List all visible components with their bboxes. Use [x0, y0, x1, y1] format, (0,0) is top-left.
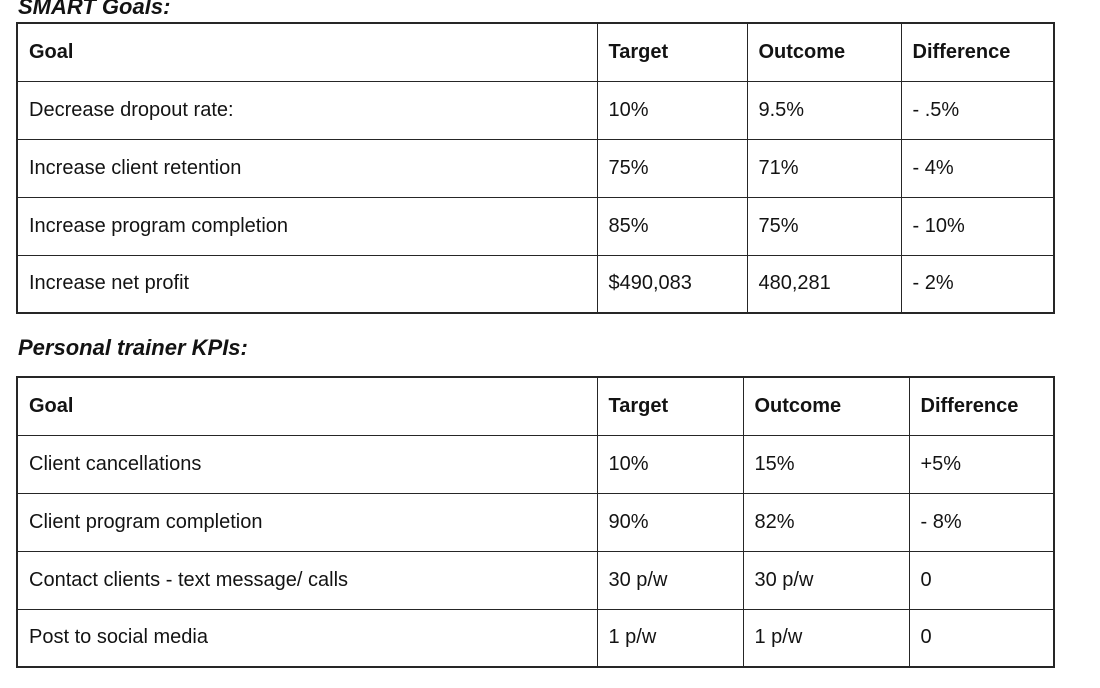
- difference-cell: - 8%: [908, 492, 1055, 552]
- table-row: Increase program completion 85% 75% - 10…: [16, 196, 1055, 256]
- outcome-cell: 71%: [746, 138, 902, 198]
- difference-cell: +5%: [908, 434, 1055, 494]
- goal-cell: Decrease dropout rate:: [16, 80, 598, 140]
- column-header-difference: Difference: [900, 22, 1055, 82]
- column-header-outcome: Outcome: [746, 22, 902, 82]
- table-row: Increase client retention 75% 71% - 4%: [16, 138, 1055, 198]
- target-cell: 90%: [596, 492, 744, 552]
- target-cell: $490,083: [596, 254, 748, 314]
- target-cell: 10%: [596, 80, 748, 140]
- difference-cell: - 10%: [900, 196, 1055, 256]
- outcome-cell: 480,281: [746, 254, 902, 314]
- table-row: Contact clients - text message/ calls 30…: [16, 550, 1055, 610]
- outcome-cell: 9.5%: [746, 80, 902, 140]
- header-row: Goal Target Outcome Difference: [16, 376, 1055, 436]
- column-header-target: Target: [596, 376, 744, 436]
- goal-cell: Client program completion: [16, 492, 598, 552]
- goal-cell: Increase program completion: [16, 196, 598, 256]
- outcome-cell: 30 p/w: [742, 550, 910, 610]
- column-header-goal: Goal: [16, 22, 598, 82]
- document-page: SMART Goals: Goal Target Outcome Differe…: [16, 0, 1055, 668]
- target-cell: 85%: [596, 196, 748, 256]
- column-header-goal: Goal: [16, 376, 598, 436]
- outcome-cell: 1 p/w: [742, 608, 910, 668]
- personal-trainer-kpis-table: Goal Target Outcome Difference Client ca…: [16, 376, 1055, 668]
- difference-cell: 0: [908, 550, 1055, 610]
- target-cell: 10%: [596, 434, 744, 494]
- target-cell: 1 p/w: [596, 608, 744, 668]
- table-row: Client program completion 90% 82% - 8%: [16, 492, 1055, 552]
- difference-cell: - .5%: [900, 80, 1055, 140]
- table-row: Increase net profit $490,083 480,281 - 2…: [16, 254, 1055, 314]
- difference-cell: - 2%: [900, 254, 1055, 314]
- difference-cell: 0: [908, 608, 1055, 668]
- header-row: Goal Target Outcome Difference: [16, 22, 1055, 82]
- outcome-cell: 82%: [742, 492, 910, 552]
- table-row: Client cancellations 10% 15% +5%: [16, 434, 1055, 494]
- outcome-cell: 75%: [746, 196, 902, 256]
- smart-goals-table: Goal Target Outcome Difference Decrease …: [16, 22, 1055, 314]
- table-row: Decrease dropout rate: 10% 9.5% - .5%: [16, 80, 1055, 140]
- goal-cell: Client cancellations: [16, 434, 598, 494]
- goal-cell: Increase net profit: [16, 254, 598, 314]
- goal-cell: Contact clients - text message/ calls: [16, 550, 598, 610]
- column-header-target: Target: [596, 22, 748, 82]
- table-row: Post to social media 1 p/w 1 p/w 0: [16, 608, 1055, 668]
- section-title-smart-goals: SMART Goals:: [18, 0, 171, 19]
- goal-cell: Post to social media: [16, 608, 598, 668]
- goal-cell: Increase client retention: [16, 138, 598, 198]
- difference-cell: - 4%: [900, 138, 1055, 198]
- column-header-outcome: Outcome: [742, 376, 910, 436]
- target-cell: 75%: [596, 138, 748, 198]
- target-cell: 30 p/w: [596, 550, 744, 610]
- column-header-difference: Difference: [908, 376, 1055, 436]
- outcome-cell: 15%: [742, 434, 910, 494]
- section-title-personal-trainer-kpis: Personal trainer KPIs:: [18, 335, 248, 360]
